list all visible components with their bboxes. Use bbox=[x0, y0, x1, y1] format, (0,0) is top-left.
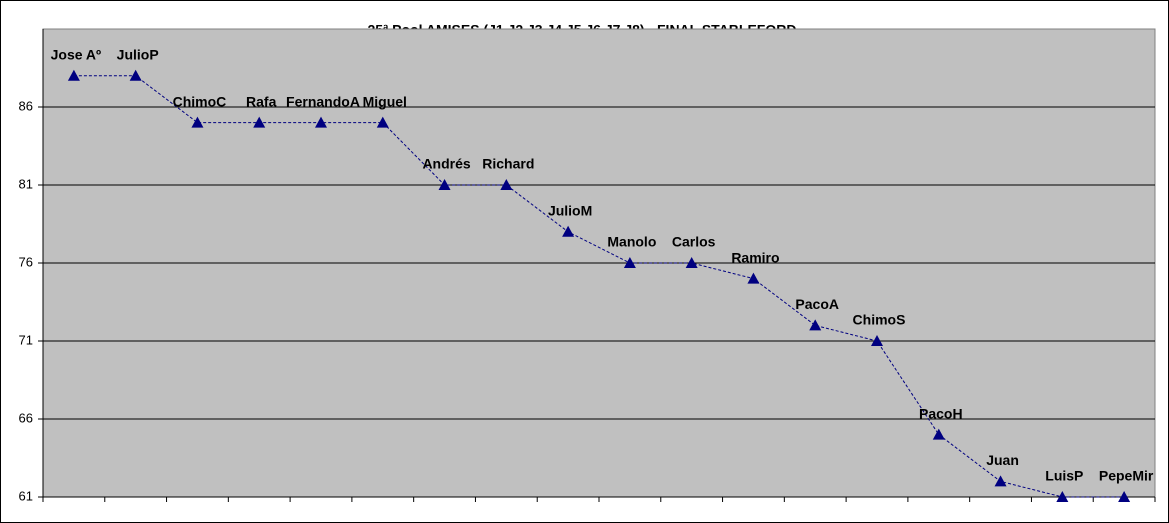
point-marker bbox=[562, 225, 575, 237]
point-label: Miguel bbox=[363, 93, 407, 109]
point-marker bbox=[747, 272, 760, 284]
point-label: PacoH bbox=[919, 405, 963, 421]
point-label: PepeMir bbox=[1099, 468, 1154, 484]
point-label: JulioM bbox=[548, 203, 592, 219]
point-label: JulioP bbox=[117, 47, 159, 63]
point-marker bbox=[1056, 491, 1069, 502]
point-label: Carlos bbox=[672, 234, 716, 250]
point-label: Andrés bbox=[422, 156, 470, 172]
point-marker bbox=[500, 179, 513, 190]
point-marker bbox=[871, 335, 883, 346]
point-marker bbox=[191, 116, 204, 128]
point-marker bbox=[67, 69, 80, 81]
point-marker bbox=[315, 116, 327, 128]
point-label: Manolo bbox=[607, 234, 656, 250]
point-marker bbox=[129, 69, 142, 81]
point-marker bbox=[1118, 491, 1131, 502]
point-label: LuisP bbox=[1045, 468, 1083, 484]
point-marker bbox=[438, 179, 451, 190]
point-label: Rafa bbox=[246, 93, 277, 109]
point-label: FernandoA bbox=[286, 93, 360, 109]
point-label: PacoA bbox=[795, 296, 839, 312]
point-marker bbox=[994, 475, 1007, 487]
point-label: Jose Aº bbox=[51, 47, 102, 63]
point-marker bbox=[376, 116, 389, 128]
point-label: ChimoC bbox=[173, 93, 227, 109]
point-marker bbox=[685, 257, 698, 268]
y-tick-label: 81 bbox=[19, 176, 33, 191]
point-label: Ramiro bbox=[731, 249, 779, 265]
y-tick-label: 66 bbox=[19, 410, 33, 425]
point-label: Juan bbox=[986, 452, 1019, 468]
point-label: ChimoS bbox=[853, 312, 906, 328]
point-marker bbox=[932, 428, 945, 440]
point-marker bbox=[623, 257, 636, 268]
point-label: Richard bbox=[482, 156, 534, 172]
y-tick-label: 71 bbox=[19, 332, 33, 347]
series-line bbox=[73, 75, 1125, 498]
y-tick-label: 76 bbox=[19, 254, 33, 269]
y-tick-label: 61 bbox=[19, 488, 33, 503]
point-marker bbox=[253, 116, 266, 128]
y-tick-label: 86 bbox=[19, 98, 33, 113]
point-marker bbox=[809, 319, 822, 331]
